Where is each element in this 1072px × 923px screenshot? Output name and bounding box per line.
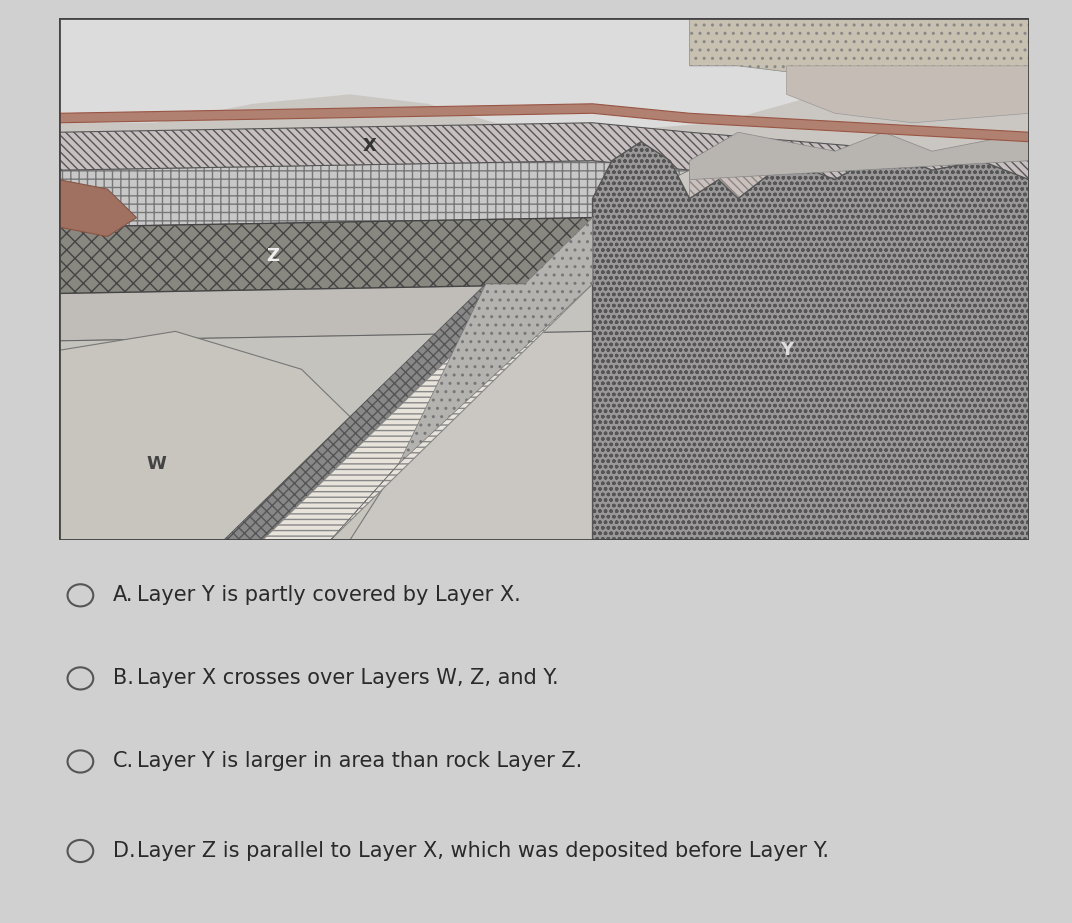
Polygon shape xyxy=(787,66,1029,123)
Polygon shape xyxy=(59,161,689,227)
Text: B.: B. xyxy=(113,668,133,689)
Polygon shape xyxy=(330,218,593,540)
Polygon shape xyxy=(59,218,689,294)
Text: A.: A. xyxy=(113,585,133,605)
Polygon shape xyxy=(59,123,1029,189)
Polygon shape xyxy=(59,180,136,236)
Polygon shape xyxy=(689,132,1029,180)
Polygon shape xyxy=(689,246,1029,303)
Polygon shape xyxy=(593,142,1029,540)
Text: Z: Z xyxy=(266,246,279,265)
Polygon shape xyxy=(59,103,1029,142)
Text: W: W xyxy=(146,455,166,473)
Text: C.: C. xyxy=(113,751,134,772)
Polygon shape xyxy=(59,284,593,540)
Text: Y: Y xyxy=(780,342,793,359)
Text: X: X xyxy=(362,138,376,155)
Text: Layer Y is partly covered by Layer X.: Layer Y is partly covered by Layer X. xyxy=(137,585,521,605)
Polygon shape xyxy=(253,218,593,540)
Polygon shape xyxy=(689,170,1029,227)
Text: D.: D. xyxy=(113,841,135,861)
Text: Layer X crosses over Layers W, Z, and Y.: Layer X crosses over Layers W, Z, and Y. xyxy=(137,668,559,689)
Polygon shape xyxy=(224,284,524,540)
Text: Layer Y is larger in area than rock Layer Z.: Layer Y is larger in area than rock Laye… xyxy=(137,751,582,772)
Polygon shape xyxy=(59,18,1029,540)
Polygon shape xyxy=(689,208,1029,265)
Polygon shape xyxy=(59,18,1029,132)
Polygon shape xyxy=(59,284,689,341)
Polygon shape xyxy=(59,331,399,540)
Text: Layer Z is parallel to Layer X, which was deposited before Layer Y.: Layer Z is parallel to Layer X, which wa… xyxy=(137,841,830,861)
Polygon shape xyxy=(689,18,1029,85)
